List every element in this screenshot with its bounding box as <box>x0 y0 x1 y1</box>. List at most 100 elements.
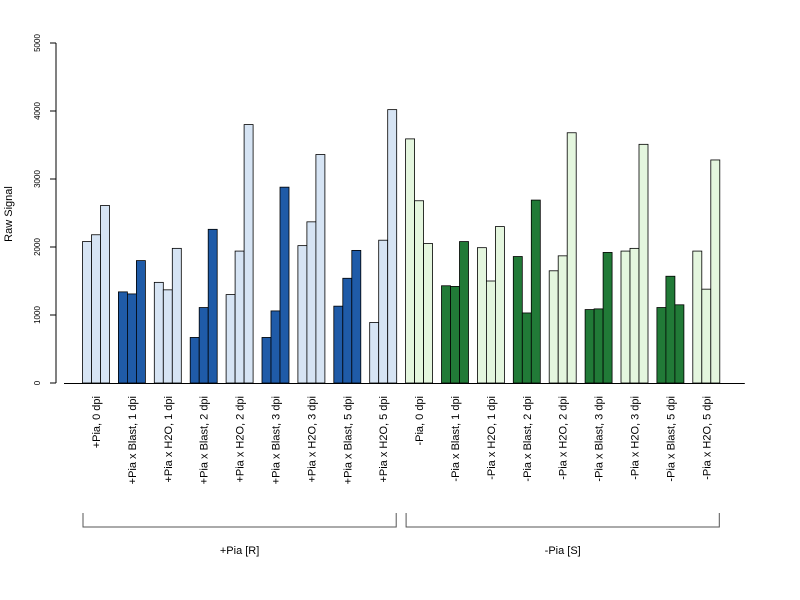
bar <box>459 241 469 384</box>
bar <box>387 109 398 384</box>
x-tick-label: +Pia x Blast, 2 dpi <box>199 396 211 484</box>
bar <box>620 250 631 384</box>
bar <box>423 243 434 384</box>
bar <box>82 241 92 384</box>
bar <box>414 200 425 384</box>
bar <box>656 307 667 384</box>
x-tick-label: +Pia, 0 dpi <box>91 396 103 448</box>
bar <box>162 289 173 384</box>
bar-group <box>118 260 146 384</box>
x-tick-label: -Pia x Blast, 3 dpi <box>594 396 606 482</box>
bar <box>692 250 703 384</box>
bar <box>602 252 613 384</box>
bar <box>566 132 577 384</box>
bar <box>476 247 487 384</box>
bar <box>450 286 460 384</box>
bar-group <box>333 249 362 384</box>
x-tick-labels: +Pia, 0 dpi +Pia x Blast, 1 dpi +Pia x H2O… <box>91 396 713 484</box>
x-tick-label: +Pia x Blast, 1 dpi <box>127 396 139 484</box>
bar-group <box>548 132 577 384</box>
bar-group <box>692 159 721 384</box>
bar <box>91 234 101 384</box>
bar-group <box>189 228 218 384</box>
bar-group <box>512 199 541 384</box>
y-axis-label: Raw Signal <box>3 186 15 242</box>
bar-group <box>584 252 613 384</box>
y-tick-label: 5000 <box>33 34 42 52</box>
bar <box>378 239 389 384</box>
bar-group <box>225 124 254 384</box>
group-bracket <box>82 513 397 528</box>
bar-series <box>82 109 721 384</box>
bar <box>494 226 505 384</box>
bar <box>270 310 281 384</box>
bar <box>189 337 200 384</box>
bar <box>369 322 380 384</box>
bar-group <box>297 154 326 384</box>
y-tick-label: 1000 <box>33 306 42 324</box>
bar-group <box>620 143 649 384</box>
x-tick-label: +Pia x H2O, 5 dpi <box>378 396 390 483</box>
x-tick-label: -Pia x H2O, 2 dpi <box>558 396 570 480</box>
bar <box>441 285 451 384</box>
bar <box>674 304 685 384</box>
x-tick-label: -Pia, 0 dpi <box>414 396 426 446</box>
x-tick-label: +Pia x H2O, 1 dpi <box>163 396 175 483</box>
bar <box>279 186 290 384</box>
bar <box>153 281 164 384</box>
group-brackets: +Pia [R] -Pia [S] <box>82 513 720 557</box>
bar-group <box>82 205 110 384</box>
bar <box>135 260 146 384</box>
bar <box>638 143 649 384</box>
y-tick-label: 0 <box>33 380 42 385</box>
bar <box>629 247 640 384</box>
bar <box>297 245 308 384</box>
group-bracket <box>405 513 720 528</box>
y-tick-label: 3000 <box>33 170 42 188</box>
bar <box>100 205 110 384</box>
bar-group <box>476 226 505 384</box>
bar <box>171 247 182 384</box>
bar <box>557 255 568 384</box>
y-axis: 0 1000 2000 3000 4000 5000 <box>33 34 57 385</box>
x-tick-label: +Pia x H2O, 2 dpi <box>235 396 247 483</box>
bar-group <box>261 186 290 384</box>
bar <box>710 159 721 384</box>
bar <box>548 270 559 384</box>
bar <box>485 280 496 384</box>
bar-group <box>369 109 398 384</box>
bar <box>521 312 532 384</box>
bar <box>198 307 209 384</box>
y-tick-label: 4000 <box>33 102 42 120</box>
bar <box>351 249 362 384</box>
bar <box>665 275 676 384</box>
bar <box>225 294 236 384</box>
x-tick-label: -Pia x H2O, 3 dpi <box>630 396 642 480</box>
x-tick-label: -Pia x Blast, 2 dpi <box>522 396 534 482</box>
bar <box>701 288 712 384</box>
group-label: -Pia [S] <box>545 545 581 557</box>
x-tick-label: +Pia x Blast, 3 dpi <box>271 396 283 484</box>
bar <box>243 124 254 384</box>
bar-group <box>405 138 434 384</box>
bar <box>127 293 137 384</box>
bar <box>342 277 353 384</box>
x-tick-label: -Pia x Blast, 5 dpi <box>665 396 677 482</box>
group-label: +Pia [R] <box>220 545 259 557</box>
bar <box>261 337 272 384</box>
bar <box>530 199 541 384</box>
bar <box>512 256 523 384</box>
bar <box>593 308 604 384</box>
bar-group <box>656 275 685 384</box>
bar <box>234 250 245 384</box>
bar <box>207 228 218 384</box>
x-tick-label: -Pia x H2O, 1 dpi <box>486 396 498 480</box>
bar <box>405 138 416 384</box>
bar <box>315 154 326 384</box>
x-tick-label: -Pia x H2O, 5 dpi <box>701 396 713 480</box>
x-tick-label: +Pia x H2O, 3 dpi <box>306 396 318 483</box>
y-tick-label: 2000 <box>33 238 42 256</box>
bar <box>306 221 317 384</box>
bar-group <box>153 247 182 384</box>
